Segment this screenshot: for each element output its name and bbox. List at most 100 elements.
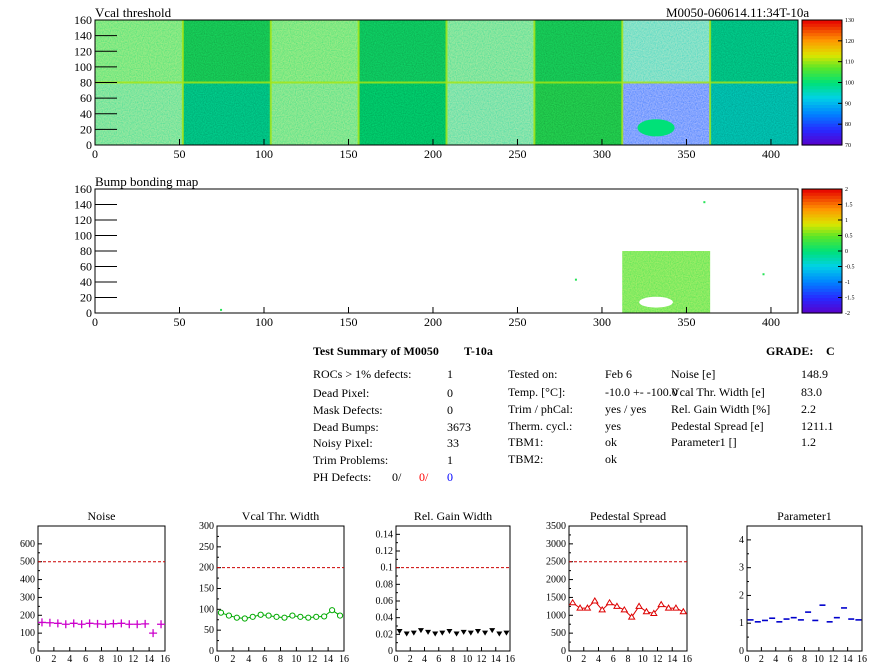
data-point bbox=[225, 612, 233, 619]
x-tick-label: 4 bbox=[422, 654, 427, 665]
colorbar-cell bbox=[802, 54, 842, 59]
roc-cell bbox=[358, 20, 447, 83]
colorbar-cell bbox=[802, 23, 842, 27]
colorbar-tick-label: 120 bbox=[845, 39, 854, 45]
summary-value: 3673 bbox=[447, 420, 471, 434]
x-tick-label: 12 bbox=[128, 654, 138, 665]
y-tick-label: 40 bbox=[80, 275, 92, 289]
x-tick-label: 2 bbox=[230, 654, 235, 665]
data-point bbox=[590, 597, 599, 604]
data-point bbox=[605, 598, 614, 606]
y-tick-label: 3000 bbox=[546, 539, 566, 550]
colorbar-tick-label: 1 bbox=[845, 218, 848, 224]
colorbar-cell bbox=[802, 251, 842, 255]
colorbar-cell bbox=[802, 35, 842, 40]
summary-label: Dead Pixel: bbox=[313, 386, 370, 400]
data-point bbox=[672, 604, 680, 611]
colorbar-cell bbox=[802, 282, 842, 286]
colorbar-cell bbox=[802, 141, 842, 146]
colorbar-cell bbox=[802, 285, 842, 289]
data-point bbox=[453, 631, 460, 637]
x-tick-label: 400 bbox=[762, 147, 780, 161]
colorbar-cell bbox=[802, 60, 842, 65]
plot-frame bbox=[568, 525, 688, 652]
x-tick-label: 4 bbox=[596, 654, 601, 665]
colorbar-cell bbox=[802, 260, 842, 264]
y-tick-label: 0.02 bbox=[376, 629, 394, 640]
plot-title: Rel. Gain Width bbox=[414, 509, 492, 523]
summary-value: yes bbox=[605, 419, 621, 433]
colorbar-cell bbox=[802, 129, 842, 134]
summary-label: Pedestal Spread [e] bbox=[671, 419, 764, 433]
colorbar-cell bbox=[802, 113, 842, 118]
colorbar-tick-label: 100 bbox=[845, 81, 854, 87]
colorbar-cell bbox=[802, 189, 842, 193]
summary-value: 0 bbox=[447, 403, 453, 417]
series-line bbox=[572, 600, 684, 618]
plot-title: Noise bbox=[88, 509, 116, 523]
data-point bbox=[396, 629, 403, 634]
y-tick-label: 3500 bbox=[546, 521, 566, 532]
summary-label: Parameter1 [] bbox=[671, 435, 737, 449]
data-point bbox=[583, 604, 592, 611]
data-point bbox=[657, 600, 666, 608]
data-point bbox=[157, 620, 166, 629]
x-tick-label: 250 bbox=[508, 315, 526, 329]
data-point bbox=[410, 630, 417, 636]
y-tick-label: 2000 bbox=[546, 575, 566, 586]
data-point bbox=[620, 605, 629, 613]
colorbar-cell bbox=[802, 98, 842, 102]
colorbar-cell bbox=[802, 20, 842, 24]
colorbar-cell bbox=[802, 138, 842, 143]
colorbar-cell bbox=[802, 300, 842, 305]
x-tick-label: 0 bbox=[567, 654, 572, 665]
data-point bbox=[233, 614, 240, 621]
x-tick-label: 0 bbox=[215, 654, 220, 665]
y-tick-label: 40 bbox=[80, 107, 92, 121]
colorbar-tick-label: -2 bbox=[845, 311, 850, 317]
colorbar-cell bbox=[802, 132, 842, 137]
data-point bbox=[117, 619, 126, 628]
y-tick-label: 300 bbox=[199, 521, 214, 532]
colorbar-cell bbox=[802, 241, 842, 246]
x-tick-label: 12 bbox=[307, 654, 317, 665]
plot-frame bbox=[37, 525, 166, 652]
data-point bbox=[305, 614, 312, 621]
y-tick-label: 1500 bbox=[546, 592, 566, 603]
colorbar-cell bbox=[802, 244, 842, 249]
summary-label: Rel. Gain Width [%] bbox=[671, 402, 771, 416]
roc-cell bbox=[622, 82, 711, 145]
roc-cell bbox=[358, 82, 447, 145]
x-tick-label: 12 bbox=[653, 654, 663, 665]
x-tick-label: 50 bbox=[173, 315, 185, 329]
colorbar-tick-label: -0.5 bbox=[845, 265, 855, 271]
y-tick-label: 0 bbox=[739, 646, 744, 657]
x-tick-label: 0 bbox=[92, 147, 98, 161]
bad-roc-hole bbox=[639, 296, 673, 308]
plot-title: Pedestal Spread bbox=[590, 509, 666, 523]
data-point bbox=[460, 629, 467, 635]
y-tick-label: 1 bbox=[739, 618, 744, 629]
colorbar-cell bbox=[802, 223, 842, 227]
gain-width-summary: Rel. Gain Width 0 0.02 0.04 0.06 0.08 0.1 0.12 0… bbox=[376, 509, 516, 665]
data-point bbox=[257, 611, 264, 618]
y-tick-label: 20 bbox=[80, 122, 92, 136]
summary-value: 1211.1 bbox=[801, 419, 834, 433]
roc-cell bbox=[182, 20, 271, 83]
data-point bbox=[149, 629, 158, 638]
colorbar-cell bbox=[802, 216, 842, 221]
colorbar-cell bbox=[802, 70, 842, 74]
x-tick-label: 12 bbox=[477, 654, 487, 665]
x-tick-label: 4 bbox=[246, 654, 251, 665]
x-tick-label: 2 bbox=[759, 654, 764, 665]
colorbar-cell bbox=[802, 26, 842, 30]
x-tick-label: 10 bbox=[814, 654, 824, 665]
y-tick-label: 0.06 bbox=[376, 596, 394, 607]
colorbar-tick-label: -1.5 bbox=[845, 296, 855, 302]
data-point bbox=[403, 631, 410, 637]
colorbar-cell bbox=[802, 57, 842, 62]
x-tick-label: 6 bbox=[611, 654, 616, 665]
colorbar-tick-label: 0 bbox=[845, 249, 848, 255]
data-point bbox=[467, 630, 474, 636]
